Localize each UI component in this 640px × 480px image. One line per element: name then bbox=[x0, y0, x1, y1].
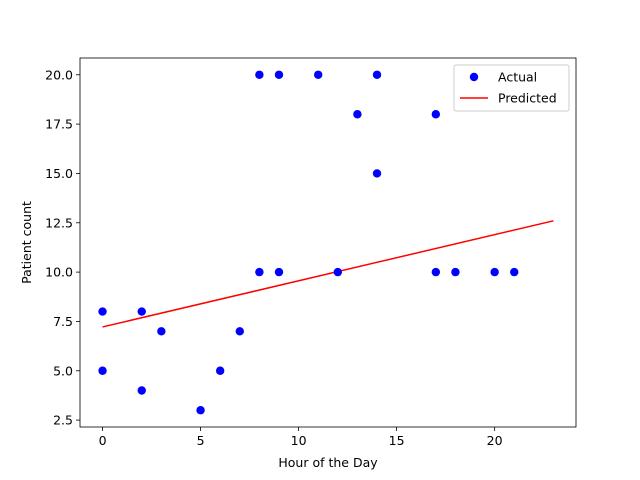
x-tick-label: 10 bbox=[291, 433, 307, 448]
actual-point bbox=[196, 406, 205, 415]
x-tick-label: 15 bbox=[389, 433, 405, 448]
actual-point bbox=[431, 267, 441, 277]
actual-point bbox=[333, 267, 343, 277]
predicted-line bbox=[102, 220, 554, 328]
plot-frame bbox=[79, 57, 577, 428]
y-tick-label: 20.0 bbox=[45, 67, 73, 82]
y-tick-label: 5.0 bbox=[53, 363, 73, 378]
y-tick-label: 12.5 bbox=[45, 215, 73, 230]
actual-point bbox=[372, 70, 382, 79]
actual-point bbox=[274, 70, 284, 79]
actual-point bbox=[235, 327, 244, 336]
legend-box bbox=[453, 64, 570, 112]
actual-point bbox=[510, 267, 519, 277]
y-tick-label: 2.5 bbox=[53, 413, 73, 428]
actual-point bbox=[451, 267, 460, 277]
x-tick-label: 20 bbox=[487, 433, 503, 448]
y-tick-label: 10.0 bbox=[45, 265, 73, 280]
x-tick-label: 0 bbox=[99, 433, 107, 448]
plot-area bbox=[80, 58, 576, 427]
actual-point bbox=[274, 267, 284, 277]
legend-label: Predicted bbox=[498, 91, 557, 106]
actual-point bbox=[137, 307, 146, 316]
series-layer bbox=[98, 70, 554, 415]
y-tick-label: 15.0 bbox=[45, 166, 73, 181]
actual-point bbox=[137, 386, 146, 395]
y-tick-label: 7.5 bbox=[53, 314, 73, 329]
actual-point bbox=[490, 267, 499, 277]
actual-point bbox=[372, 169, 382, 178]
y-tick-label: 17.5 bbox=[45, 117, 73, 132]
actual-point bbox=[215, 366, 225, 375]
legend-marker-actual bbox=[469, 72, 479, 82]
actual-point bbox=[157, 327, 166, 336]
actual-point bbox=[98, 366, 107, 375]
actual-point bbox=[255, 70, 264, 79]
legend: Actual Predicted bbox=[453, 64, 570, 112]
actual-point bbox=[353, 110, 362, 119]
x-tick-label: 5 bbox=[197, 433, 205, 448]
y-axis-ticks: 2.5 5.0 7.5 10.0 12.5 15.0 17.5 20.0 bbox=[45, 67, 80, 428]
actual-point bbox=[98, 307, 107, 316]
x-axis-ticks: 0 5 10 15 20 bbox=[99, 427, 503, 448]
actual-point bbox=[431, 110, 441, 119]
legend-label: Actual bbox=[498, 70, 537, 85]
x-axis-label: Hour of the Day bbox=[278, 455, 378, 470]
y-axis-label: Patient count bbox=[19, 201, 34, 284]
actual-point bbox=[313, 70, 323, 79]
actual-point bbox=[255, 267, 264, 277]
